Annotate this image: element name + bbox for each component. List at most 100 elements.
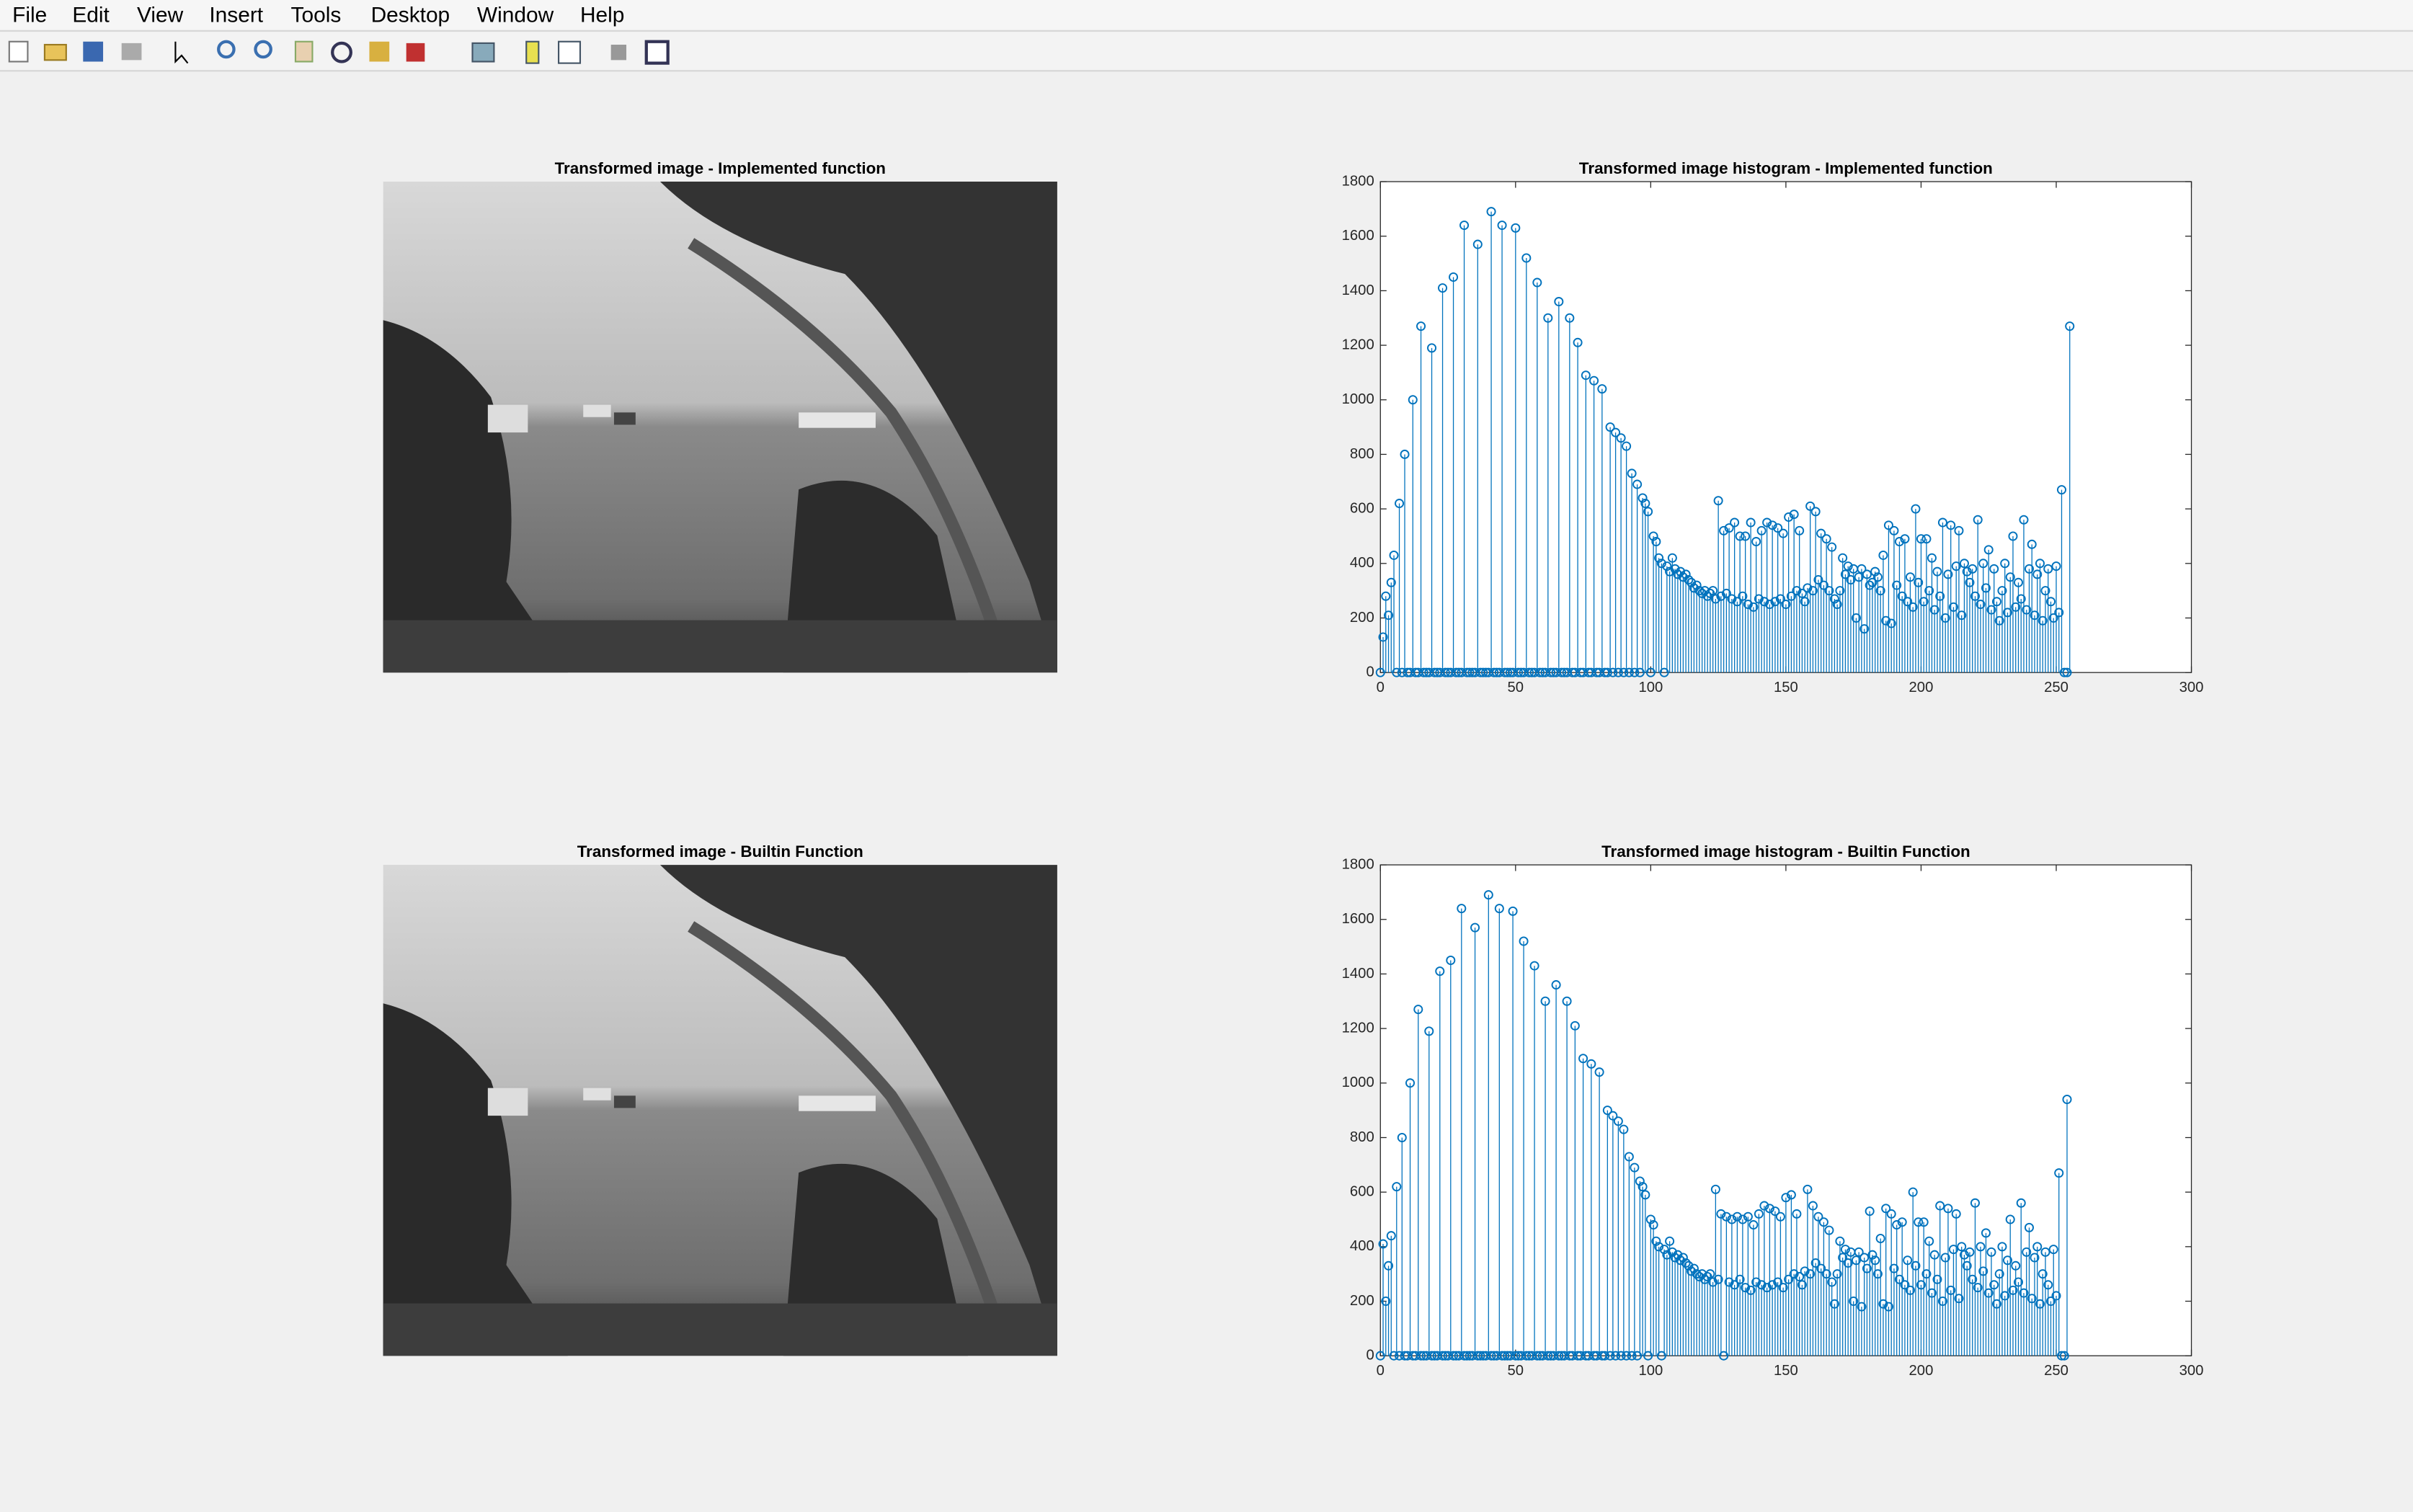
stem-marker <box>1816 1263 1826 1273</box>
stem-marker <box>1562 996 1572 1006</box>
stem-marker <box>1764 1204 1774 1214</box>
stem-marker <box>1797 588 1807 598</box>
stem-marker <box>1540 996 1550 1006</box>
stem-marker <box>1375 1351 1385 1361</box>
stem-marker <box>2005 572 2015 582</box>
stem-marker <box>1756 525 1767 535</box>
stem-marker <box>1857 1302 1867 1312</box>
stem-marker <box>2056 1351 2067 1361</box>
stem-marker <box>1684 1260 1694 1271</box>
stem-marker <box>1818 580 1828 590</box>
stem-marker <box>1632 1351 1643 1361</box>
image-title: Transformed image - Implemented function <box>555 159 886 177</box>
menu-item[interactable]: Help <box>580 3 624 27</box>
stem-marker <box>1462 1351 1472 1361</box>
image-panel <box>383 865 1057 1356</box>
stem-marker <box>1929 605 1939 615</box>
stem-marker <box>1813 574 1823 585</box>
stem-marker <box>1503 667 1513 677</box>
stem-marker <box>1838 553 1848 563</box>
stem-marker <box>1640 499 1650 509</box>
stem-marker <box>1762 1283 1772 1293</box>
stem-marker <box>1932 566 1942 577</box>
toolbar-icons[interactable] <box>8 40 670 65</box>
x-tick-label: 100 <box>1638 680 1663 695</box>
stem-marker <box>1965 577 1975 587</box>
stem-marker <box>1486 207 1496 217</box>
stem-marker <box>1459 221 1470 231</box>
stem-marker <box>2030 1253 2040 1263</box>
stem-marker <box>1835 586 1845 596</box>
stem-marker <box>1710 594 1720 604</box>
stem-marker <box>1611 1351 1621 1361</box>
stem-marker <box>1924 1236 1934 1246</box>
stem-marker <box>1978 1266 1988 1276</box>
stem-marker <box>1727 594 1737 604</box>
stem-marker <box>1970 1198 1980 1208</box>
stem-marker <box>1792 586 1802 596</box>
y-tick-label: 1600 <box>1342 228 1374 244</box>
stem-marker <box>1994 1269 2004 1279</box>
stem-marker <box>1832 600 1842 610</box>
stem-marker <box>1997 1242 2007 1252</box>
menu-item[interactable]: Edit <box>72 3 110 27</box>
stem-marker <box>1818 1217 1828 1227</box>
stem-marker <box>1770 597 1780 607</box>
stem-marker <box>1735 531 1745 541</box>
stem-marker <box>2038 1269 2048 1279</box>
menu-item[interactable]: View <box>137 3 184 27</box>
stem-marker <box>1865 580 1875 590</box>
stem-marker <box>2045 1297 2056 1307</box>
stem-marker <box>1854 1247 1864 1257</box>
stem-marker <box>1746 517 1756 528</box>
stem-marker <box>1840 1245 1850 1255</box>
menu-item[interactable]: Window <box>477 3 554 27</box>
stem-marker <box>1635 667 1645 677</box>
stem-marker <box>1413 1005 1423 1015</box>
stem-marker <box>1378 632 1388 642</box>
stem-marker <box>2030 610 2040 621</box>
stem-marker <box>1954 525 1964 535</box>
stem-marker <box>2002 608 2012 618</box>
stem-marker <box>1751 1277 1761 1287</box>
stem-marker <box>1986 605 1996 615</box>
stem-marker <box>1449 272 1459 282</box>
stem-marker <box>2008 531 2018 541</box>
stem-marker <box>1851 1255 1861 1266</box>
y-tick-label: 200 <box>1350 1293 1374 1309</box>
y-tick-label: 400 <box>1350 1238 1374 1254</box>
stem-marker <box>1699 1274 1710 1284</box>
y-tick-label: 600 <box>1350 1184 1374 1200</box>
stem-marker <box>1911 504 1921 514</box>
stem-marker <box>1656 559 1666 569</box>
stem-marker <box>1451 667 1461 677</box>
stem-marker <box>1754 1209 1764 1219</box>
menu-item[interactable]: Desktop <box>371 3 450 27</box>
menu-item[interactable]: Tools <box>291 3 342 27</box>
stem-marker <box>1903 1255 1913 1266</box>
menu-item[interactable]: File <box>12 3 47 27</box>
stem-marker <box>1662 561 1672 572</box>
charts: Transformed image histogram - Implemente… <box>1342 159 2204 1379</box>
stem-marker <box>1900 534 1910 544</box>
stem-marker <box>1611 427 1621 437</box>
stem-marker <box>2062 1094 2072 1105</box>
stem-marker <box>1519 936 1529 946</box>
stem-marker <box>1805 501 1816 511</box>
stem-marker <box>1821 1269 1831 1279</box>
stem-marker <box>1389 550 1399 560</box>
stem-marker <box>1748 602 1759 612</box>
stem-marker <box>1905 1285 1915 1295</box>
y-tick-label: 0 <box>1366 664 1374 680</box>
stem-marker <box>1438 283 1448 293</box>
stem-marker <box>1810 1258 1821 1268</box>
stem-marker <box>1619 1124 1629 1134</box>
menu-item[interactable]: Insert <box>209 3 263 27</box>
stem-marker <box>2016 594 2026 604</box>
stem-marker <box>1424 1026 1434 1036</box>
stem-marker <box>1678 572 1688 582</box>
stem-marker <box>1670 564 1680 574</box>
stem-marker <box>1386 1231 1396 1241</box>
chart-title: Transformed image histogram - Implemente… <box>1579 159 1993 177</box>
y-tick-label: 1400 <box>1342 966 1374 982</box>
